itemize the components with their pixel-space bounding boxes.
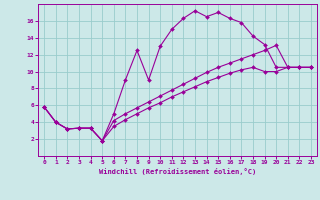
X-axis label: Windchill (Refroidissement éolien,°C): Windchill (Refroidissement éolien,°C): [99, 168, 256, 175]
